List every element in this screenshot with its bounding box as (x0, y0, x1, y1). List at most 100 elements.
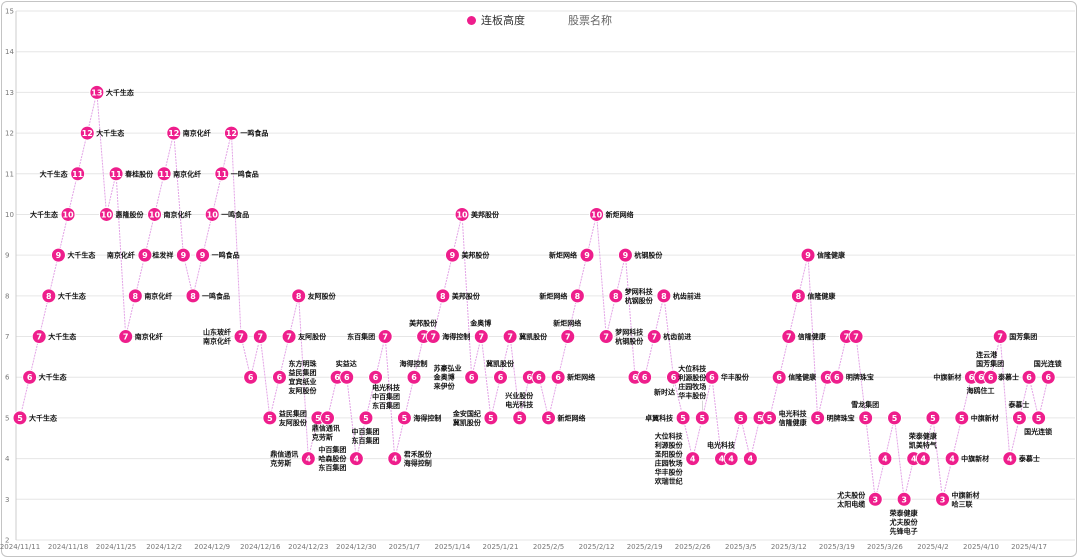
point-marker[interactable] (195, 247, 211, 263)
data-point[interactable] (646, 329, 662, 345)
data-point[interactable] (137, 247, 153, 263)
data-point[interactable] (60, 206, 76, 222)
point-marker[interactable] (348, 451, 364, 467)
data-point[interactable] (656, 288, 672, 304)
point-marker[interactable] (291, 288, 307, 304)
data-point[interactable] (166, 125, 182, 141)
point-marker[interactable] (31, 329, 47, 345)
data-point[interactable] (243, 369, 259, 385)
data-point[interactable] (512, 410, 528, 426)
data-point[interactable] (291, 288, 307, 304)
data-point[interactable] (118, 329, 134, 345)
data-point[interactable] (425, 329, 441, 345)
data-point[interactable] (781, 329, 797, 345)
data-point[interactable] (406, 369, 422, 385)
point-marker[interactable] (531, 369, 547, 385)
point-marker[interactable] (541, 410, 557, 426)
point-marker[interactable] (493, 369, 508, 385)
data-point[interactable] (175, 247, 191, 263)
point-marker[interactable] (233, 329, 249, 345)
data-point[interactable] (339, 369, 355, 385)
point-marker[interactable] (483, 410, 499, 426)
data-point[interactable] (204, 206, 220, 222)
data-point[interactable] (790, 288, 806, 304)
data-point[interactable] (223, 125, 239, 141)
data-point[interactable] (598, 329, 614, 345)
point-marker[interactable] (550, 369, 566, 385)
point-marker[interactable] (675, 410, 691, 426)
point-marker[interactable] (646, 329, 662, 345)
data-point[interactable] (127, 288, 143, 304)
point-marker[interactable] (1040, 369, 1056, 385)
data-point[interactable] (608, 288, 624, 304)
data-point[interactable] (70, 166, 86, 182)
point-marker[interactable] (127, 288, 143, 304)
point-marker[interactable] (41, 288, 57, 304)
point-marker[interactable] (742, 451, 758, 467)
data-point[interactable] (800, 247, 816, 263)
data-point[interactable] (493, 369, 508, 385)
data-point[interactable] (1011, 410, 1027, 426)
point-marker[interactable] (665, 369, 681, 385)
data-point[interactable] (541, 410, 557, 426)
data-point[interactable] (925, 410, 941, 426)
point-marker[interactable] (108, 166, 124, 182)
data-point[interactable] (762, 410, 778, 426)
data-point[interactable] (147, 206, 163, 222)
point-marker[interactable] (512, 410, 528, 426)
point-marker[interactable] (704, 369, 720, 385)
point-marker[interactable] (848, 329, 864, 345)
data-point[interactable] (50, 247, 66, 263)
point-marker[interactable] (829, 369, 845, 385)
data-point[interactable] (896, 491, 912, 507)
data-point[interactable] (252, 329, 268, 345)
data-point[interactable] (377, 329, 393, 345)
data-point[interactable] (156, 166, 172, 182)
point-marker[interactable] (723, 451, 739, 467)
point-marker[interactable] (60, 206, 76, 222)
data-point[interactable] (848, 329, 864, 345)
point-marker[interactable] (617, 247, 633, 263)
data-point[interactable] (810, 410, 826, 426)
data-point[interactable] (877, 451, 893, 467)
point-marker[interactable] (79, 125, 95, 141)
point-marker[interactable] (281, 329, 297, 345)
point-marker[interactable] (147, 206, 163, 222)
point-marker[interactable] (685, 451, 701, 467)
point-marker[interactable] (589, 206, 605, 222)
point-marker[interactable] (656, 288, 672, 304)
point-marker[interactable] (387, 451, 403, 467)
data-point[interactable] (368, 369, 384, 385)
point-marker[interactable] (810, 410, 826, 426)
point-marker[interactable] (454, 206, 470, 222)
data-point[interactable] (79, 125, 95, 141)
data-point[interactable] (1021, 369, 1037, 385)
data-point[interactable] (108, 166, 124, 182)
point-marker[interactable] (1011, 410, 1027, 426)
point-marker[interactable] (771, 369, 787, 385)
point-marker[interactable] (358, 410, 374, 426)
point-marker[interactable] (464, 369, 480, 385)
data-point[interactable] (742, 451, 758, 467)
data-point[interactable] (233, 329, 249, 345)
data-point[interactable] (454, 206, 470, 222)
data-point[interactable] (617, 247, 633, 263)
point-marker[interactable] (98, 206, 114, 222)
point-marker[interactable] (887, 410, 903, 426)
point-marker[interactable] (12, 410, 28, 426)
data-point[interactable] (387, 451, 403, 467)
point-marker[interactable] (1002, 451, 1018, 467)
point-marker[interactable] (915, 451, 931, 467)
data-point[interactable] (89, 84, 105, 100)
point-marker[interactable] (781, 329, 797, 345)
legend-item-stock-name[interactable]: 股票名称 (568, 12, 612, 28)
data-point[interactable] (320, 410, 336, 426)
data-point[interactable] (41, 288, 57, 304)
data-point[interactable] (685, 451, 701, 467)
point-marker[interactable] (598, 329, 614, 345)
point-marker[interactable] (396, 410, 412, 426)
point-marker[interactable] (425, 329, 441, 345)
data-point[interactable] (694, 410, 710, 426)
point-marker[interactable] (185, 288, 201, 304)
point-marker[interactable] (137, 247, 153, 263)
